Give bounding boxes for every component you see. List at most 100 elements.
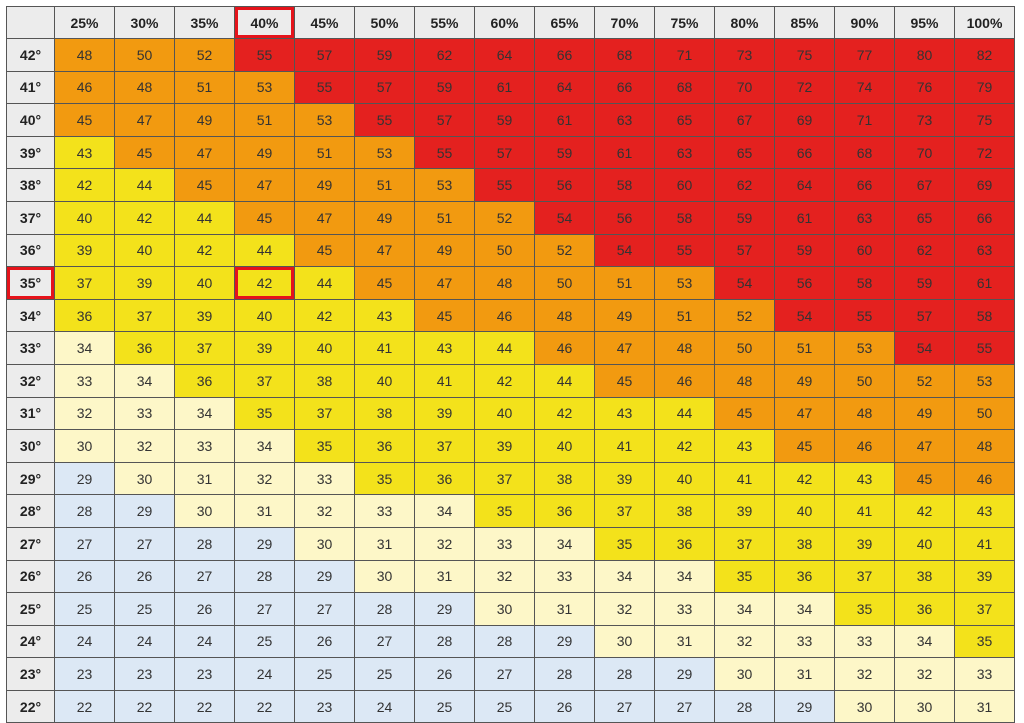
heat-cell: 30 <box>114 461 175 496</box>
row-header: 30° <box>6 429 55 463</box>
heat-cell: 34 <box>54 331 115 365</box>
heat-cell: 29 <box>54 461 115 496</box>
heat-cell: 48 <box>534 298 595 333</box>
heat-cell: 60 <box>834 233 895 268</box>
heat-cell: 23 <box>174 657 235 691</box>
heat-cell: 43 <box>834 461 895 496</box>
heat-cell: 52 <box>714 298 775 333</box>
heat-cell: 26 <box>174 592 235 626</box>
heat-cell: 47 <box>414 266 475 300</box>
heat-cell: 30 <box>834 689 895 723</box>
heat-cell: 65 <box>894 200 955 235</box>
heat-cell: 23 <box>54 657 115 691</box>
heat-cell: 80 <box>894 38 955 72</box>
heat-cell: 24 <box>354 689 415 723</box>
heat-cell: 38 <box>894 559 955 594</box>
heat-cell: 61 <box>594 135 655 170</box>
heat-cell: 28 <box>174 526 235 561</box>
heat-cell: 30 <box>294 526 355 561</box>
heat-cell: 29 <box>534 624 595 659</box>
heat-cell: 36 <box>414 461 475 496</box>
table-row: 40° 45 47 49 51 53 55 57 59 61 63 65 67 69 71 73 75 <box>6 103 1015 137</box>
heat-cell: 55 <box>834 298 895 333</box>
heat-cell: 30 <box>54 429 115 463</box>
heat-cell: 29 <box>414 592 475 626</box>
heat-cell: 49 <box>774 363 835 398</box>
heat-cell: 44 <box>234 233 295 268</box>
heat-cell: 74 <box>834 70 895 105</box>
heat-cell: 30 <box>714 657 775 691</box>
heat-cell: 63 <box>654 135 715 170</box>
heat-cell: 47 <box>174 135 235 170</box>
heat-cell: 62 <box>714 168 775 202</box>
heat-cell: 79 <box>954 70 1015 105</box>
heat-cell: 44 <box>474 331 535 365</box>
heat-cell: 36 <box>114 331 175 365</box>
heat-cell: 28 <box>594 657 655 691</box>
column-header: 40% <box>234 6 295 39</box>
heat-cell: 35 <box>594 526 655 561</box>
heat-cell: 39 <box>414 396 475 431</box>
heat-cell: 42 <box>474 363 535 398</box>
heat-cell: 43 <box>414 331 475 365</box>
heat-cell: 48 <box>114 70 175 105</box>
row-header: 28° <box>6 494 55 528</box>
heat-cell: 58 <box>834 266 895 300</box>
heat-cell: 32 <box>714 624 775 659</box>
table-row: 25° 25 25 26 27 27 28 29 30 31 32 33 34 34 35 36 37 <box>6 592 1015 626</box>
heat-cell: 45 <box>714 396 775 431</box>
heat-cell: 37 <box>54 266 115 300</box>
heat-cell: 69 <box>954 168 1015 202</box>
heat-cell: 46 <box>834 429 895 463</box>
table-row: 35° 37 39 40 42 44 45 47 48 50 51 53 54 56 58 59 61 <box>6 266 1015 300</box>
heat-cell: 42 <box>774 461 835 496</box>
heat-cell: 27 <box>474 657 535 691</box>
heat-cell: 56 <box>534 168 595 202</box>
column-header: 30% <box>114 6 175 39</box>
column-header: 100% <box>954 6 1015 39</box>
heat-cell: 65 <box>654 103 715 137</box>
heat-cell: 23 <box>294 689 355 723</box>
row-header: 26° <box>6 559 55 594</box>
heat-cell: 54 <box>714 266 775 300</box>
row-header: 31° <box>6 396 55 431</box>
column-header: 50% <box>354 6 415 39</box>
heat-cell: 42 <box>654 429 715 463</box>
heat-cell: 26 <box>534 689 595 723</box>
heat-cell: 49 <box>354 200 415 235</box>
table-row: 34° 36 37 39 40 42 43 45 46 48 49 51 52 54 55 57 58 <box>6 298 1015 333</box>
heat-cell: 45 <box>594 363 655 398</box>
heat-cell: 32 <box>54 396 115 431</box>
heat-cell: 47 <box>294 200 355 235</box>
heat-cell: 43 <box>54 135 115 170</box>
heat-cell: 46 <box>474 298 535 333</box>
row-header: 25° <box>6 592 55 626</box>
heat-cell: 58 <box>654 200 715 235</box>
row-header: 24° <box>6 624 55 659</box>
heat-cell: 27 <box>114 526 175 561</box>
heat-cell: 51 <box>594 266 655 300</box>
heat-cell: 33 <box>54 363 115 398</box>
heat-cell: 39 <box>234 331 295 365</box>
heat-cell: 29 <box>234 526 295 561</box>
heat-cell: 57 <box>354 70 415 105</box>
heat-cell: 58 <box>594 168 655 202</box>
heat-cell: 47 <box>354 233 415 268</box>
heat-cell: 51 <box>774 331 835 365</box>
heat-cell: 68 <box>594 38 655 72</box>
heat-cell: 66 <box>534 38 595 72</box>
heat-cell: 35 <box>294 429 355 463</box>
heat-cell: 45 <box>54 103 115 137</box>
column-header: 35% <box>174 6 235 39</box>
heat-cell: 52 <box>894 363 955 398</box>
heat-cell: 64 <box>774 168 835 202</box>
heat-cell: 68 <box>834 135 895 170</box>
heat-cell: 42 <box>174 233 235 268</box>
heat-cell: 26 <box>414 657 475 691</box>
heat-cell: 66 <box>954 200 1015 235</box>
heat-cell: 26 <box>294 624 355 659</box>
heat-cell: 48 <box>954 429 1015 463</box>
heat-cell: 26 <box>54 559 115 594</box>
heat-cell: 35 <box>714 559 775 594</box>
heat-cell: 45 <box>174 168 235 202</box>
